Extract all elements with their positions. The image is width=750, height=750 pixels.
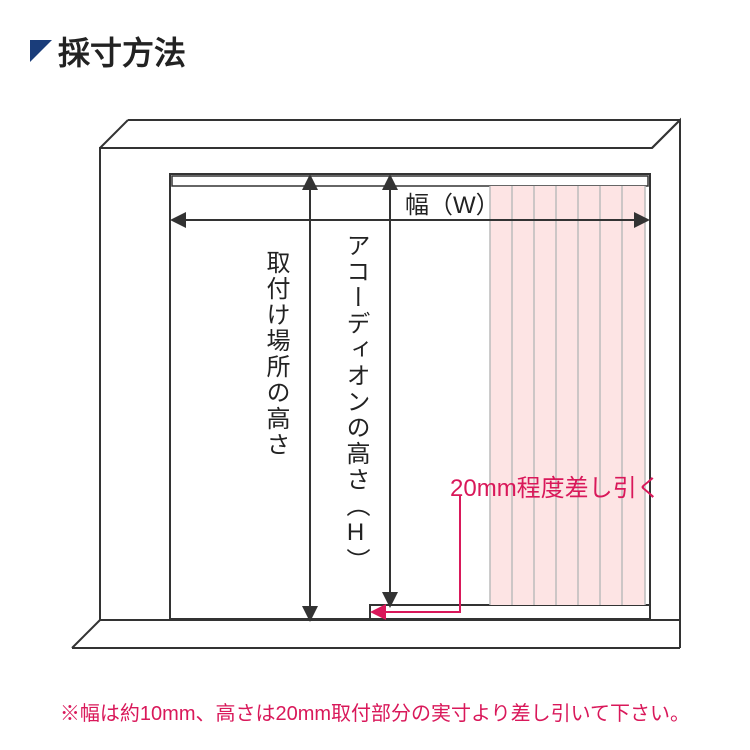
width-label: 幅（W）	[405, 185, 500, 220]
callout-text: 20mm程度差し引く	[450, 468, 661, 503]
title-marker-icon	[30, 40, 52, 62]
accordion-curtain	[490, 186, 645, 605]
measurement-diagram: 幅（W） 取付け場所の高さ アコーディオンの高さ（H） 20mm程度差し引く	[60, 100, 690, 660]
title-text: 採寸方法	[58, 28, 186, 74]
mount-height-label: 取付け場所の高さ	[258, 250, 293, 458]
accordion-height-label: アコーディオンの高さ（H）	[338, 233, 373, 574]
section-title: 採寸方法	[30, 28, 186, 74]
footnote: ※幅は約10mm、高さは20mm取付部分の実寸より差し引いて下さい。	[0, 697, 750, 726]
diagram-svg	[60, 100, 690, 660]
